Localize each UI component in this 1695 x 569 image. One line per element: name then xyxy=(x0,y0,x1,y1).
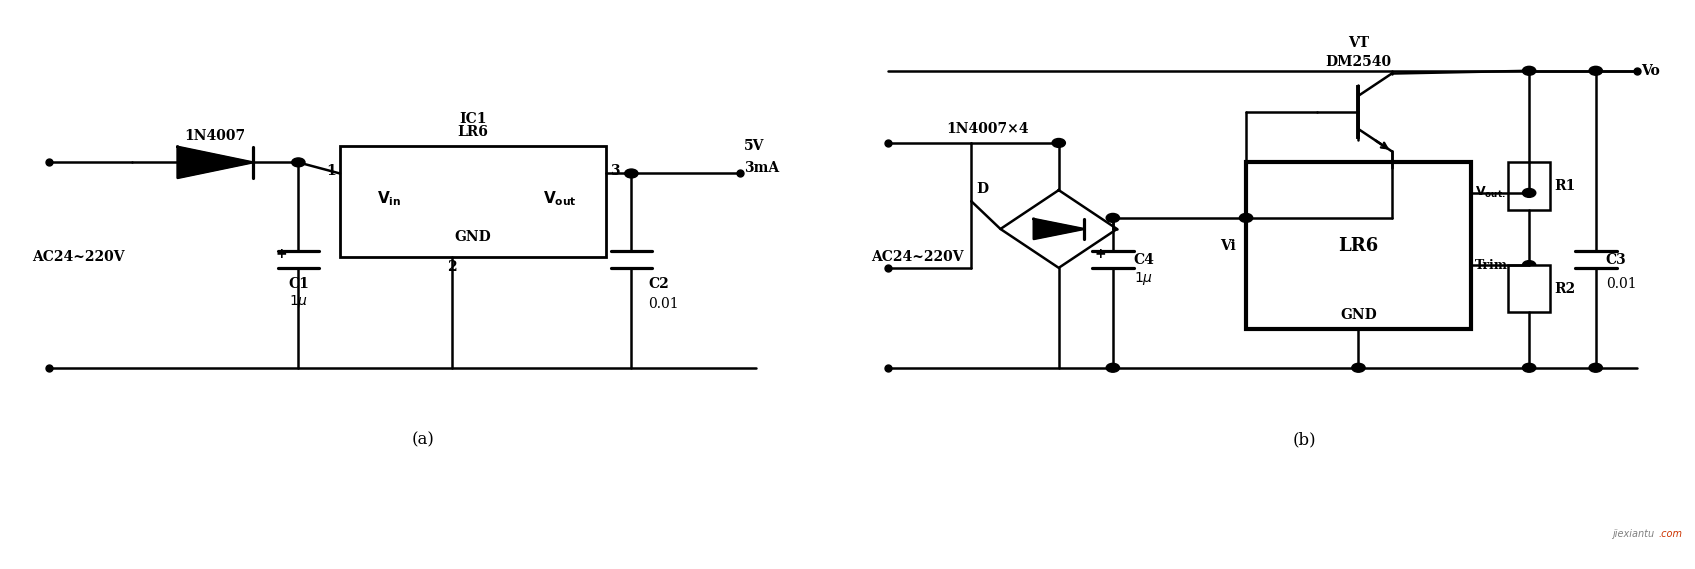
Text: AC24~220V: AC24~220V xyxy=(32,250,124,264)
Circle shape xyxy=(1522,188,1536,197)
Polygon shape xyxy=(1034,219,1083,239)
Text: +: + xyxy=(1095,247,1107,261)
Text: AC24~220V: AC24~220V xyxy=(871,250,964,264)
Text: +: + xyxy=(276,247,288,261)
Text: $\mathbf{V_{out}}$: $\mathbf{V_{out}}$ xyxy=(544,189,578,208)
Text: LR6: LR6 xyxy=(1339,237,1378,255)
Text: IC1: IC1 xyxy=(459,112,486,126)
Text: .com: .com xyxy=(1658,529,1681,539)
Text: C1: C1 xyxy=(288,278,308,291)
Circle shape xyxy=(1590,67,1602,75)
Text: R2: R2 xyxy=(1554,282,1575,296)
Circle shape xyxy=(1353,364,1364,372)
FancyBboxPatch shape xyxy=(1246,162,1471,329)
Text: Trim: Trim xyxy=(1475,258,1509,271)
Text: $1\mu$: $1\mu$ xyxy=(1134,270,1153,287)
Text: $\mathbf{V_{in}}$: $\mathbf{V_{in}}$ xyxy=(378,189,402,208)
Text: 1N4007×4: 1N4007×4 xyxy=(948,122,1029,136)
Text: 2: 2 xyxy=(447,259,458,274)
Text: 0.01: 0.01 xyxy=(647,297,678,311)
Text: Vi: Vi xyxy=(1220,238,1236,253)
Circle shape xyxy=(1522,364,1536,372)
Text: 1: 1 xyxy=(325,164,336,178)
Text: 3mA: 3mA xyxy=(744,161,780,175)
Circle shape xyxy=(1522,67,1536,75)
FancyBboxPatch shape xyxy=(1509,265,1549,312)
Text: 3: 3 xyxy=(610,164,620,178)
Text: $1\mu$: $1\mu$ xyxy=(288,292,308,310)
Circle shape xyxy=(1107,364,1119,372)
Circle shape xyxy=(1239,213,1253,222)
Text: $\mathbf{V_{out.}}$: $\mathbf{V_{out.}}$ xyxy=(1475,185,1505,200)
Text: R1: R1 xyxy=(1554,179,1575,193)
Circle shape xyxy=(1590,364,1602,372)
Text: C4: C4 xyxy=(1134,253,1154,266)
Circle shape xyxy=(1053,138,1066,147)
Text: C2: C2 xyxy=(647,278,670,291)
FancyBboxPatch shape xyxy=(341,146,607,257)
Text: GND: GND xyxy=(454,230,492,244)
Circle shape xyxy=(625,169,637,178)
Text: (b): (b) xyxy=(1293,431,1315,448)
Text: 0.01: 0.01 xyxy=(1605,278,1636,291)
FancyBboxPatch shape xyxy=(1509,162,1549,209)
Text: (a): (a) xyxy=(412,431,434,448)
Text: VT: VT xyxy=(1348,36,1370,50)
Text: 5V: 5V xyxy=(744,139,764,152)
Circle shape xyxy=(1522,261,1536,270)
Polygon shape xyxy=(178,147,253,178)
Text: Vo: Vo xyxy=(1641,64,1661,78)
Circle shape xyxy=(1107,213,1119,222)
Text: DM2540: DM2540 xyxy=(1325,55,1392,69)
Text: D: D xyxy=(976,182,988,196)
Text: 1N4007: 1N4007 xyxy=(185,129,246,143)
Text: GND: GND xyxy=(1341,308,1376,322)
Text: C3: C3 xyxy=(1605,253,1627,266)
Text: LR6: LR6 xyxy=(458,125,488,139)
Circle shape xyxy=(292,158,305,167)
Text: jiexiantu: jiexiantu xyxy=(1612,529,1654,539)
